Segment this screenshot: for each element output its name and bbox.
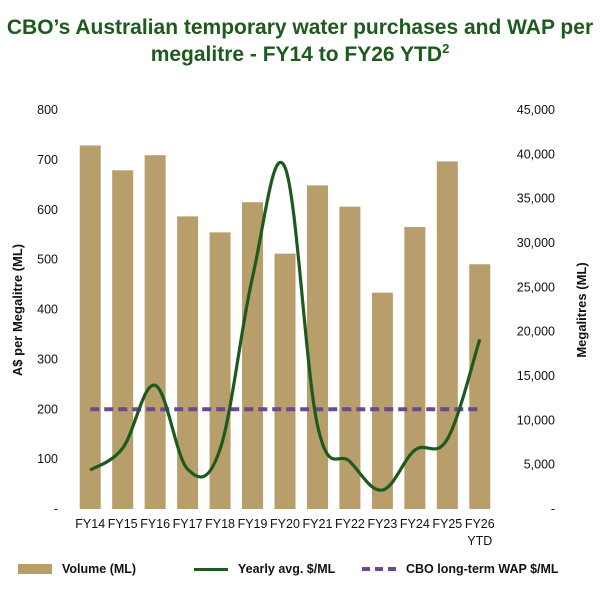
avg-line-group bbox=[89, 160, 482, 492]
avg-line bbox=[89, 160, 482, 492]
bar-fy14 bbox=[79, 145, 101, 509]
chart-title-text: CBO’s Australian temporary water purchas… bbox=[6, 16, 594, 66]
left-tick-label: 700 bbox=[37, 153, 58, 167]
right-tick-label: 40,000 bbox=[517, 147, 555, 161]
left-axis-label: A$ per Megalitre (ML) bbox=[10, 244, 25, 376]
legend-item-volume: Volume (ML) bbox=[18, 562, 136, 576]
legend-swatch-volume bbox=[18, 564, 52, 574]
x-tick-label: FY24 bbox=[400, 517, 430, 531]
bar-fy23 bbox=[371, 292, 393, 509]
right-tick-label: 30,000 bbox=[517, 236, 555, 250]
legend-item-wap: CBO long-term WAP $/ML bbox=[362, 562, 559, 576]
left-tick-label: 100 bbox=[37, 452, 58, 466]
x-tick-label: FY26 bbox=[465, 517, 495, 531]
bar-fy16 bbox=[144, 155, 166, 509]
legend-label-volume: Volume (ML) bbox=[62, 562, 137, 576]
bar-fy20 bbox=[274, 253, 296, 509]
right-tick-label: 5,000 bbox=[524, 458, 555, 472]
left-tick-label: 600 bbox=[37, 203, 58, 217]
left-tick-label: - bbox=[54, 502, 58, 516]
x-tick-label: FY17 bbox=[173, 517, 203, 531]
legend-label-avg: Yearly avg. $/ML bbox=[238, 562, 336, 576]
legend-swatch-wap bbox=[362, 567, 396, 571]
left-tick-label: 300 bbox=[37, 352, 58, 366]
x-tick-label: FY25 bbox=[432, 517, 462, 531]
x-axis-ticks: FY14 FY15 FY16 FY17 FY18 FY19 FY20 FY21 FY22 FY23… bbox=[75, 517, 494, 548]
bar-fy17 bbox=[177, 216, 199, 509]
legend-label-wap: CBO long-term WAP $/ML bbox=[406, 562, 559, 576]
right-tick-label: 10,000 bbox=[517, 413, 555, 427]
legend-swatch-avg bbox=[194, 567, 228, 571]
x-tick-label: FY18 bbox=[205, 517, 235, 531]
right-tick-label: 15,000 bbox=[517, 369, 555, 383]
x-tick-label: FY21 bbox=[303, 517, 333, 531]
x-tick-label: FY22 bbox=[335, 517, 365, 531]
chart-title: CBO’s Australian temporary water purchas… bbox=[0, 14, 600, 68]
right-tick-label: 45,000 bbox=[517, 103, 555, 117]
left-axis-ticks: - 100 200 300 400 500 600 700 800 bbox=[37, 103, 58, 516]
bar-fy22 bbox=[339, 206, 361, 509]
right-axis-ticks: - 5,000 10,000 15,000 20,000 25,000 30,000 35,0… bbox=[517, 103, 555, 516]
x-tick-label: FY19 bbox=[238, 517, 268, 531]
volume-bars bbox=[79, 145, 491, 510]
x-tick-label: FY16 bbox=[140, 517, 170, 531]
x-tick-label-line2: YTD bbox=[467, 534, 492, 548]
bar-fy21 bbox=[306, 185, 328, 509]
title-footnote-marker: 2 bbox=[442, 41, 450, 56]
left-tick-label: 800 bbox=[37, 103, 58, 117]
right-tick-label: 35,000 bbox=[517, 192, 555, 206]
right-tick-label: 25,000 bbox=[517, 280, 555, 294]
combo-chart: - 100 200 300 400 500 600 700 800 - 5,000 10,000 15… bbox=[10, 103, 589, 548]
right-tick-label: - bbox=[551, 502, 555, 516]
bar-fy18 bbox=[209, 232, 231, 510]
right-axis-label: Megalitres (ML) bbox=[574, 262, 589, 357]
left-tick-label: 400 bbox=[37, 303, 58, 317]
bar-fy24 bbox=[404, 227, 426, 510]
x-tick-label: FY20 bbox=[270, 517, 300, 531]
bar-fy25 bbox=[436, 161, 458, 509]
x-tick-label: FY23 bbox=[367, 517, 397, 531]
left-tick-label: 200 bbox=[37, 402, 58, 416]
x-tick-label: FY14 bbox=[75, 517, 105, 531]
left-tick-label: 500 bbox=[37, 253, 58, 267]
right-tick-label: 20,000 bbox=[517, 325, 555, 339]
bar-fy19 bbox=[242, 202, 264, 510]
legend: Volume (ML) Yearly avg. $/ML CBO long-te… bbox=[14, 562, 594, 584]
bar-fy26-ytd bbox=[469, 264, 491, 509]
x-tick-label: FY15 bbox=[108, 517, 138, 531]
bar-fy15 bbox=[112, 170, 134, 509]
legend-item-avg: Yearly avg. $/ML bbox=[194, 562, 335, 576]
